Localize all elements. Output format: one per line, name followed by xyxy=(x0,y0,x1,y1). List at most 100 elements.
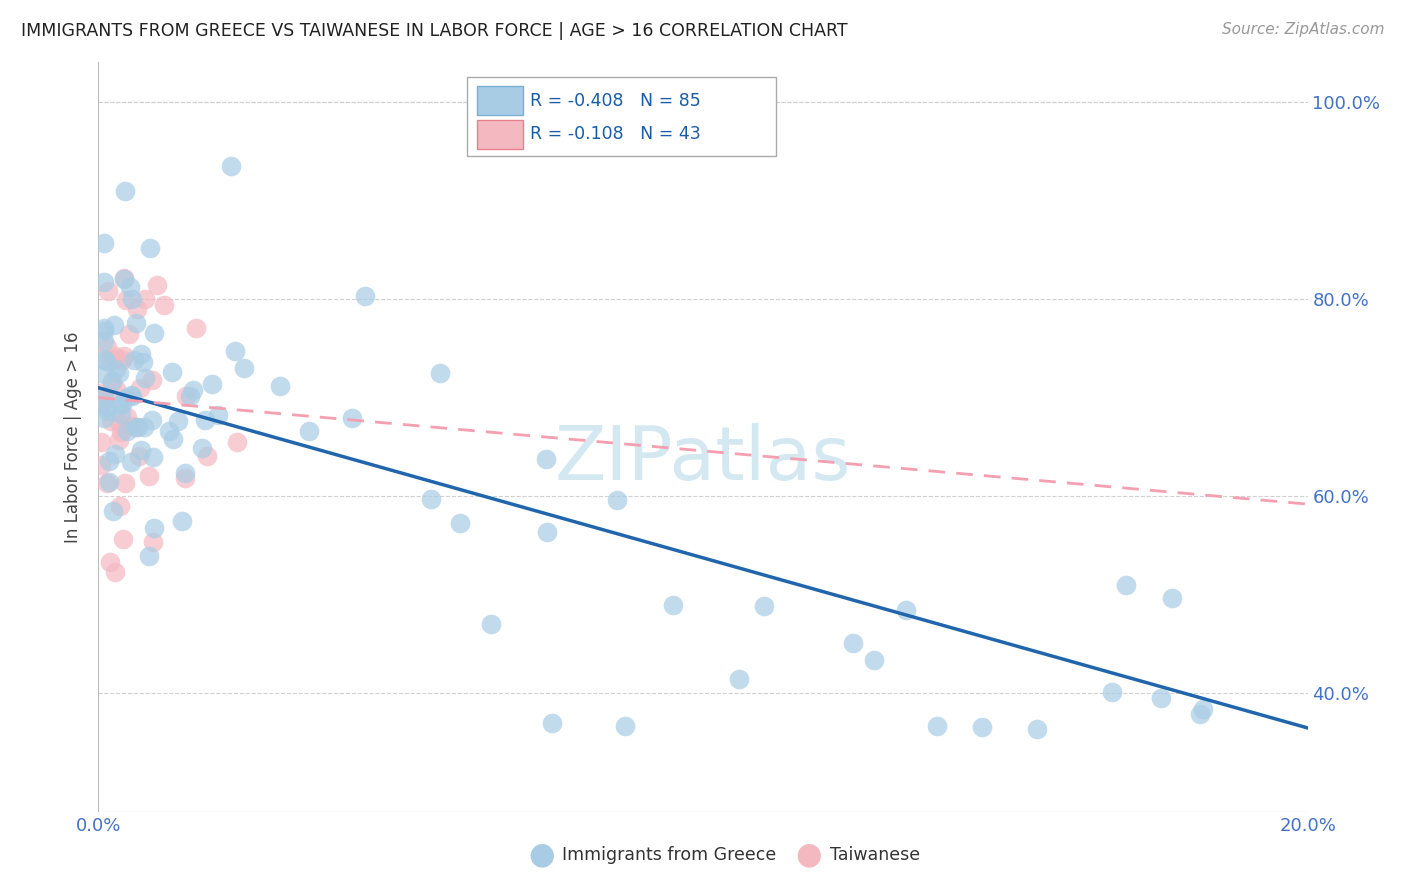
Point xyxy=(112,349,135,363)
Point xyxy=(93,236,115,251)
Point xyxy=(179,389,201,403)
Point xyxy=(141,412,163,426)
Point xyxy=(128,449,150,463)
Point xyxy=(134,371,156,385)
Text: Immigrants from Greece: Immigrants from Greece xyxy=(562,846,776,863)
Y-axis label: In Labor Force | Age > 16: In Labor Force | Age > 16 xyxy=(65,331,83,543)
Point xyxy=(143,326,166,340)
Point xyxy=(540,716,562,731)
Point xyxy=(104,349,127,363)
Point xyxy=(125,317,148,331)
Text: Source: ZipAtlas.com: Source: ZipAtlas.com xyxy=(1222,22,1385,37)
Point xyxy=(117,409,139,424)
Text: R = -0.408   N = 85: R = -0.408 N = 85 xyxy=(530,92,700,110)
Point xyxy=(141,373,163,387)
Point xyxy=(114,391,136,405)
Point xyxy=(98,555,121,569)
Point xyxy=(120,387,142,401)
Point xyxy=(128,380,150,394)
Point xyxy=(110,500,132,514)
Point xyxy=(101,376,124,390)
Point xyxy=(111,352,134,367)
Point xyxy=(167,414,190,428)
Point xyxy=(114,184,136,198)
Point xyxy=(1150,690,1173,705)
Bar xyxy=(477,87,523,115)
Point xyxy=(125,420,148,434)
Point xyxy=(93,393,115,408)
Point xyxy=(104,361,127,376)
Point xyxy=(269,379,291,393)
Text: ●: ● xyxy=(796,840,821,869)
Point xyxy=(93,367,115,381)
Point xyxy=(1101,685,1123,699)
Point xyxy=(139,241,162,255)
Point xyxy=(121,292,143,306)
Point xyxy=(96,403,118,417)
Point xyxy=(174,389,197,403)
Point xyxy=(1115,578,1137,592)
Point xyxy=(146,277,169,292)
Point xyxy=(727,673,749,687)
Point xyxy=(104,447,127,461)
Point xyxy=(90,397,112,411)
Point xyxy=(118,280,141,294)
Point xyxy=(449,516,471,530)
Point xyxy=(661,598,683,612)
Point xyxy=(110,396,132,410)
Point xyxy=(93,410,115,425)
Point xyxy=(97,454,120,468)
Point xyxy=(184,320,207,334)
Point xyxy=(117,425,139,439)
Point xyxy=(207,408,229,422)
Point xyxy=(162,366,184,380)
Point xyxy=(93,324,115,338)
Point xyxy=(132,355,155,369)
Point xyxy=(221,159,243,173)
Point xyxy=(121,389,143,403)
Point xyxy=(112,270,135,285)
Point xyxy=(129,346,152,360)
Point xyxy=(111,532,134,546)
Point xyxy=(93,389,115,403)
Point xyxy=(894,603,917,617)
Point xyxy=(842,635,865,649)
Point xyxy=(481,617,503,632)
Point xyxy=(606,493,628,508)
Point xyxy=(96,476,118,491)
Point xyxy=(142,450,165,465)
Point xyxy=(134,292,156,306)
Point xyxy=(90,386,112,401)
Point xyxy=(93,321,115,335)
Point xyxy=(191,441,214,455)
Point xyxy=(138,549,160,563)
Point xyxy=(224,343,246,358)
Point xyxy=(110,425,132,440)
Point xyxy=(104,382,127,396)
Point xyxy=(93,351,115,366)
Text: ●: ● xyxy=(529,840,554,869)
Point xyxy=(752,599,775,613)
Point xyxy=(103,318,125,332)
Point xyxy=(225,435,247,450)
Point xyxy=(536,525,558,540)
Text: ZIPatlas: ZIPatlas xyxy=(555,423,851,496)
Point xyxy=(118,326,141,341)
Point xyxy=(93,275,115,289)
Point xyxy=(1161,591,1184,605)
Point xyxy=(143,521,166,535)
Point xyxy=(90,458,112,472)
Point xyxy=(97,285,120,299)
Point xyxy=(181,383,204,397)
Point xyxy=(174,470,197,484)
Point xyxy=(101,504,124,518)
Point xyxy=(98,475,121,490)
Point xyxy=(162,432,184,446)
Bar xyxy=(477,120,523,149)
Point xyxy=(103,351,125,366)
Point xyxy=(613,719,636,733)
Point xyxy=(970,720,993,734)
Point xyxy=(157,424,180,438)
Point xyxy=(111,397,134,411)
Point xyxy=(94,354,117,368)
